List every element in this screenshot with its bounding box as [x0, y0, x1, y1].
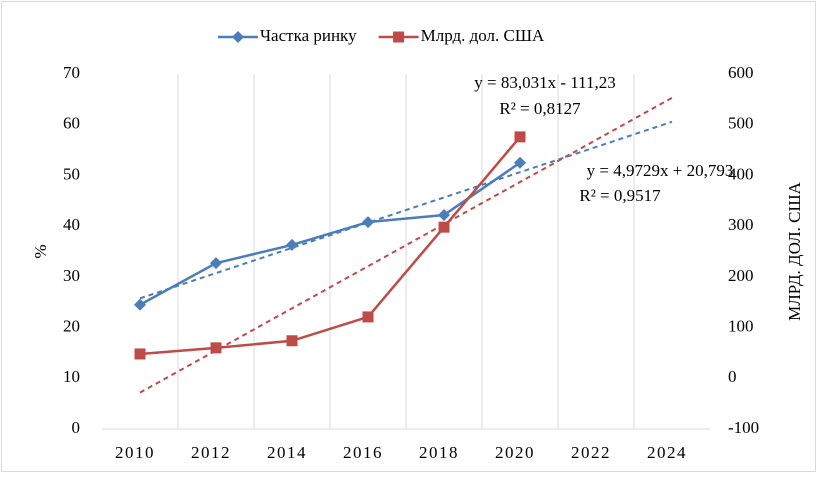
point	[286, 335, 298, 347]
point	[362, 216, 374, 229]
y-tick-label: 40	[63, 215, 80, 234]
trend-r2: R² = 0,8127	[499, 99, 581, 118]
x-tick-label: 2024	[647, 443, 687, 462]
point	[286, 238, 298, 251]
y-tick-label: 10	[63, 367, 80, 386]
x-tick-label: 2016	[343, 443, 383, 462]
x-tick-label: 2012	[191, 443, 231, 462]
y2-tick-label: 300	[728, 215, 754, 234]
point	[438, 221, 450, 233]
point	[134, 298, 146, 311]
legend-label: Частка ринку	[260, 26, 357, 45]
x-tick-label: 2010	[115, 443, 155, 462]
y-tick-label: 60	[63, 114, 80, 133]
y-tick-label: 50	[63, 164, 80, 183]
y-axis-title: %	[31, 244, 50, 258]
point	[210, 257, 222, 270]
y-tick-label: 0	[72, 418, 81, 437]
y2-tick-label: -100	[728, 418, 759, 437]
y-tick-label: 30	[63, 266, 80, 285]
point	[514, 131, 526, 143]
point	[438, 208, 450, 221]
y-tick-label: 70	[63, 63, 80, 82]
point	[514, 156, 526, 169]
trend-equation: y = 4,9729x + 20,793	[587, 161, 734, 180]
legend-label: Млрд. дол. США	[421, 26, 545, 45]
x-tick-label: 2014	[267, 443, 307, 462]
y2-tick-label: 100	[728, 316, 754, 335]
x-tick-label: 2018	[419, 443, 459, 462]
y2-tick-label: 600	[728, 63, 754, 82]
legend-marker	[232, 31, 244, 43]
trendline	[139, 96, 673, 394]
y2-tick-label: 200	[728, 266, 754, 285]
y2-tick-label: 0	[728, 367, 737, 386]
y-tick-label: 20	[63, 316, 80, 335]
chart-border	[1, 1, 816, 472]
point	[362, 311, 374, 323]
series-line	[139, 161, 521, 306]
x-tick-label: 2020	[495, 443, 535, 462]
trend-equation: y = 83,031x - 111,23	[474, 73, 616, 92]
y2-tick-label: 400	[728, 164, 754, 183]
legend-marker	[393, 31, 405, 43]
x-tick-label: 2022	[571, 443, 611, 462]
point	[134, 348, 146, 360]
y2-tick-label: 500	[728, 114, 754, 133]
series-line	[139, 136, 521, 356]
point	[210, 342, 222, 354]
trendline	[139, 120, 673, 300]
trend-r2: R² = 0,9517	[579, 186, 661, 205]
y2-axis-title: МЛРД. ДОЛ. США	[785, 181, 804, 320]
